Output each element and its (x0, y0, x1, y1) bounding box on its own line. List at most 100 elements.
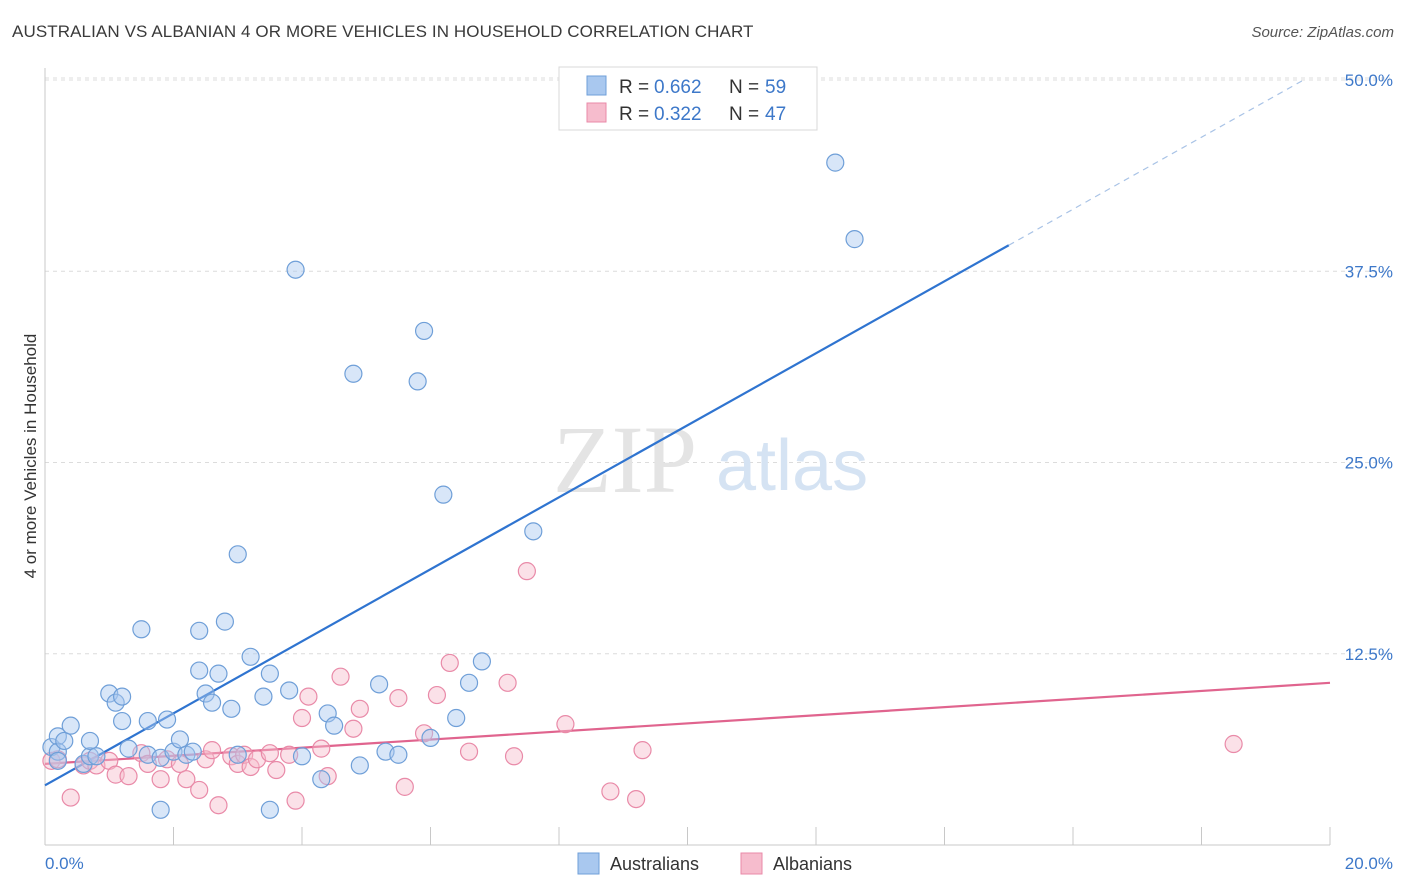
data-point-australians (202, 693, 222, 712)
data-point-australians (48, 727, 67, 746)
data-point-australians (190, 621, 209, 640)
data-point-albanians (633, 741, 652, 760)
data-point-australians (447, 708, 466, 728)
data-point-albanians (1224, 734, 1243, 754)
data-point-albanians (389, 689, 408, 708)
data-point-albanians (440, 653, 459, 673)
data-point-albanians (202, 741, 222, 760)
chart-title: AUSTRALIAN VS ALBANIAN 4 OR MORE VEHICLE… (12, 22, 754, 41)
data-point-australians (112, 687, 132, 706)
data-point-australians (389, 745, 408, 764)
y-axis-label: 4 or more Vehicles in Household (21, 334, 40, 579)
legend-r-value-1: 0.662 (654, 77, 702, 98)
bottom-legend-albanians: Albanians (773, 854, 852, 874)
data-point-australians (472, 652, 491, 671)
legend-n-value-1: 59 (765, 77, 786, 98)
tick-labels: 12.5% 25.0% 37.5% 50.0% 0.0% 20.0% (45, 71, 1393, 873)
data-point-albanians (119, 767, 138, 786)
data-point-australians (280, 681, 299, 700)
data-point-australians (61, 716, 80, 735)
data-point-australians (215, 612, 234, 631)
legend-r-label-2: R = (619, 104, 649, 125)
legend-swatch-australians (586, 75, 607, 96)
legend-n-value-2: 47 (765, 104, 786, 125)
y-tick-label: 37.5% (1345, 262, 1393, 281)
watermark: ZIP atlas (553, 406, 868, 513)
data-point-albanians (427, 685, 447, 705)
data-point-australians (370, 675, 389, 694)
data-point-albanians (42, 751, 61, 770)
data-point-albanians (350, 699, 369, 718)
data-point-australians (344, 364, 363, 383)
data-point-australians (459, 673, 479, 692)
data-point-australians (87, 747, 106, 766)
data-point-australians (260, 800, 279, 819)
data-point-australians (190, 661, 209, 680)
data-point-albanians (504, 747, 524, 766)
trend-line-albanians (44, 681, 1331, 766)
data-point-australians (132, 620, 151, 639)
data-point-australians (157, 710, 177, 729)
data-point-australians (254, 687, 273, 706)
data-point-albanians (292, 708, 312, 728)
x-tick-label: 20.0% (1345, 854, 1393, 873)
y-tick-label: 50.0% (1345, 71, 1393, 90)
data-point-australians (209, 664, 228, 683)
trend-lines (44, 79, 1331, 787)
data-point-albanians (331, 667, 350, 686)
data-point-australians (414, 321, 434, 341)
data-point-albanians (459, 742, 479, 761)
bottom-legend-australians: Australians (610, 854, 699, 874)
data-point-albanians (151, 770, 170, 789)
data-point-albanians (498, 673, 517, 692)
data-point-albanians (267, 760, 286, 780)
data-point-albanians (190, 780, 209, 800)
bottom-legend: Australians Albanians (577, 852, 852, 875)
axes (44, 68, 1331, 846)
data-point-albanians (299, 687, 318, 706)
data-point-albanians (517, 562, 536, 581)
legend-r-label-1: R = (619, 77, 649, 98)
data-point-australians (48, 742, 67, 761)
data-point-albanians (556, 715, 575, 734)
data-point-australians (80, 731, 100, 751)
data-point-australians (312, 770, 331, 789)
legend: R = 0.662 N = 59 R = 0.322 N = 47 (558, 66, 818, 131)
data-point-australians (241, 647, 260, 666)
data-point-australians (350, 756, 369, 775)
data-point-australians (151, 800, 170, 819)
data-point-australians (826, 153, 845, 172)
legend-n-label-1: N = (729, 77, 759, 98)
watermark-atlas: atlas (716, 426, 868, 506)
data-point-albanians (601, 782, 620, 801)
data-point-albanians (414, 724, 434, 743)
data-point-australians (196, 684, 215, 703)
source-label: Source: ZipAtlas.com (1251, 24, 1394, 41)
data-point-albanians (395, 777, 414, 796)
data-point-albanians (286, 791, 305, 810)
data-point-albanians (177, 770, 196, 789)
legend-r-value-2: 0.322 (654, 104, 702, 125)
data-points (42, 153, 1243, 819)
data-point-australians (228, 545, 247, 564)
data-point-australians (80, 747, 100, 766)
trend-extension-australians (1008, 79, 1305, 246)
data-point-australians (286, 260, 305, 279)
data-point-australians (434, 485, 453, 504)
trend-line-australians (44, 244, 1010, 787)
data-point-australians (260, 664, 279, 683)
data-point-australians (48, 751, 67, 770)
data-point-australians (183, 742, 202, 761)
data-point-australians (292, 747, 312, 766)
data-point-australians (845, 230, 864, 249)
bottom-legend-swatch-australians (577, 852, 600, 875)
data-point-australians (222, 699, 241, 718)
data-point-albanians (626, 789, 646, 809)
data-point-albanians (312, 739, 331, 758)
data-point-australians (119, 739, 138, 758)
data-point-australians (138, 711, 157, 731)
data-point-australians (421, 728, 440, 748)
data-point-albanians (344, 719, 363, 738)
gridlines (45, 77, 1390, 655)
